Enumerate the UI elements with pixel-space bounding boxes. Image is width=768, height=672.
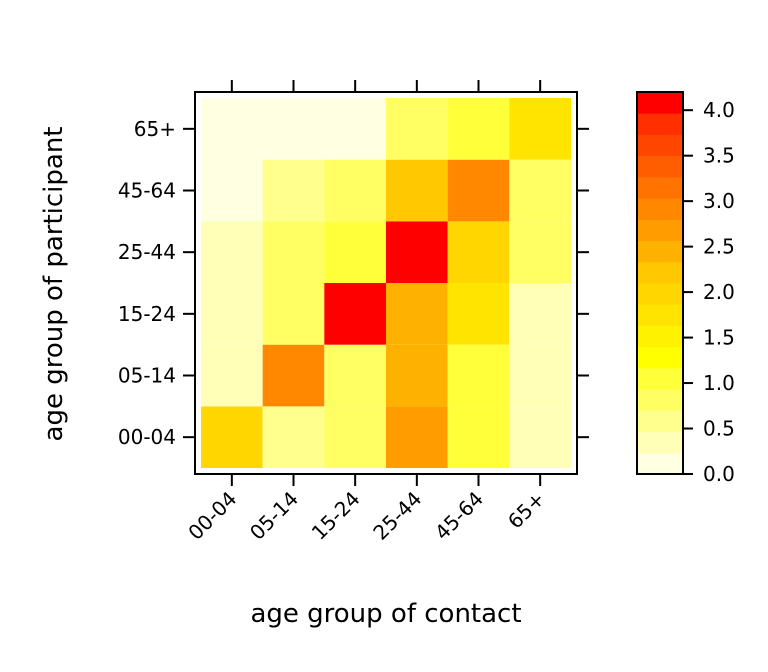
colorbar-frame bbox=[636, 91, 684, 475]
heatmap-cell-25-44-45-64 bbox=[447, 221, 510, 283]
heatmap-cell-65+-05-14 bbox=[262, 98, 325, 160]
colorbar-tick-label: 2.5 bbox=[703, 235, 735, 259]
heatmap-cell-45-64-00-04 bbox=[201, 159, 263, 222]
heatmap-cell-00-04-25-44 bbox=[386, 406, 448, 468]
heatmap-cell-00-04-65+ bbox=[509, 406, 571, 468]
colorbar-level bbox=[637, 113, 683, 135]
heatmap-cell-65+-00-04 bbox=[201, 98, 263, 160]
heatmap-cell-15-24-65+ bbox=[509, 283, 571, 345]
heatmap-cell-65+-25-44 bbox=[386, 98, 448, 160]
heatmap-cell-45-64-15-24 bbox=[324, 159, 386, 222]
y-axis-label: age group of participant bbox=[39, 127, 69, 442]
colorbar-level bbox=[637, 346, 683, 369]
colorbar-level bbox=[637, 325, 683, 348]
heatmap-cell-25-44-05-14 bbox=[262, 221, 325, 283]
colorbar-level bbox=[637, 367, 683, 390]
axis-ticks bbox=[183, 80, 589, 486]
colorbar-tick-label: 1.0 bbox=[703, 371, 735, 395]
heatmap-cell-45-64-25-44 bbox=[386, 159, 448, 222]
y-tick-label: 15-24 bbox=[118, 302, 176, 326]
colorbar-level bbox=[637, 198, 683, 220]
heatmap-cell-65+-45-64 bbox=[447, 98, 510, 160]
colorbar bbox=[637, 92, 683, 475]
colorbar-level bbox=[637, 452, 683, 475]
colorbar-tick-label: 2.0 bbox=[703, 280, 735, 304]
heatmap-cells bbox=[201, 98, 571, 468]
heatmap-cell-15-24-15-24 bbox=[324, 283, 386, 345]
heatmap-cell-65+-15-24 bbox=[324, 98, 386, 160]
colorbar-level bbox=[637, 283, 683, 305]
heatmap-cell-05-14-25-44 bbox=[386, 344, 448, 407]
colorbar-tick-label: 4.0 bbox=[703, 98, 735, 122]
heatmap-cell-25-44-25-44 bbox=[386, 221, 448, 283]
heatmap-cell-05-14-05-14 bbox=[262, 344, 325, 407]
heatmap-cell-05-14-00-04 bbox=[201, 344, 263, 407]
heatmap-cell-05-14-65+ bbox=[509, 344, 571, 407]
y-tick-label: 45-64 bbox=[118, 179, 176, 203]
heatmap-cell-15-24-00-04 bbox=[201, 283, 263, 345]
colorbar-level bbox=[637, 134, 683, 157]
x-tick-label: 65+ bbox=[503, 487, 550, 534]
colorbar-level bbox=[637, 176, 683, 199]
colorbar-level bbox=[637, 304, 683, 326]
heatmap-cell-25-44-00-04 bbox=[201, 221, 263, 283]
colorbar-tick-label: 0.5 bbox=[703, 417, 735, 441]
colorbar-tick-label: 0.0 bbox=[703, 462, 735, 486]
heatmap-cell-25-44-15-24 bbox=[324, 221, 386, 283]
y-tick-label: 00-04 bbox=[118, 425, 176, 449]
x-tick-label: 25-44 bbox=[368, 487, 426, 545]
x-tick-label: 15-24 bbox=[307, 487, 365, 545]
x-axis-label: age group of contact bbox=[250, 599, 521, 629]
x-tick-labels: 00-04 05-14 15-24 25-44 45-64 65+ bbox=[183, 487, 549, 545]
y-tick-label: 25-44 bbox=[118, 240, 176, 264]
colorbar-tick-label: 1.5 bbox=[703, 326, 735, 350]
heatmap-cell-00-04-00-04 bbox=[201, 406, 263, 468]
heatmap-cell-45-64-65+ bbox=[509, 159, 571, 222]
heatmap-cell-45-64-45-64 bbox=[447, 159, 510, 222]
colorbar-level bbox=[637, 261, 683, 284]
x-tick-label: 45-64 bbox=[430, 487, 488, 545]
y-tick-label: 65+ bbox=[134, 117, 176, 141]
heatmap-cell-25-44-65+ bbox=[509, 221, 571, 283]
x-tick-label: 00-04 bbox=[183, 487, 241, 545]
heatmap-cell-15-24-25-44 bbox=[386, 283, 448, 345]
plot-panel-frame bbox=[194, 91, 578, 475]
heatmap-cell-15-24-45-64 bbox=[447, 283, 510, 345]
colorbar-level bbox=[637, 155, 683, 178]
heatmap-cell-05-14-15-24 bbox=[324, 344, 386, 407]
colorbar-tick-label: 3.5 bbox=[703, 144, 735, 168]
colorbar-level bbox=[637, 240, 683, 263]
colorbar-tick-label: 3.0 bbox=[703, 189, 735, 213]
heatmap-cell-00-04-15-24 bbox=[324, 406, 386, 468]
colorbar-level bbox=[637, 431, 683, 454]
heatmap-cell-15-24-05-14 bbox=[262, 283, 325, 345]
y-tick-labels: 00-04 05-14 15-24 25-44 45-64 65+ bbox=[118, 117, 176, 449]
heatmap-cell-00-04-05-14 bbox=[262, 406, 325, 468]
y-tick-label: 05-14 bbox=[118, 364, 176, 388]
heatmap-cell-65+-65+ bbox=[509, 98, 571, 160]
colorbar-level bbox=[637, 92, 683, 114]
colorbar-ticks: 0.0 0.5 1.0 1.5 2.0 2.5 3.0 3.5 4.0 bbox=[683, 98, 735, 486]
x-tick-label: 05-14 bbox=[245, 487, 303, 545]
heatmap-cell-05-14-45-64 bbox=[447, 344, 510, 407]
heatmap-cell-00-04-45-64 bbox=[447, 406, 510, 468]
colorbar-level bbox=[637, 389, 683, 411]
colorbar-level bbox=[637, 410, 683, 433]
colorbar-level bbox=[637, 219, 683, 242]
heatmap-cell-45-64-05-14 bbox=[262, 159, 325, 222]
